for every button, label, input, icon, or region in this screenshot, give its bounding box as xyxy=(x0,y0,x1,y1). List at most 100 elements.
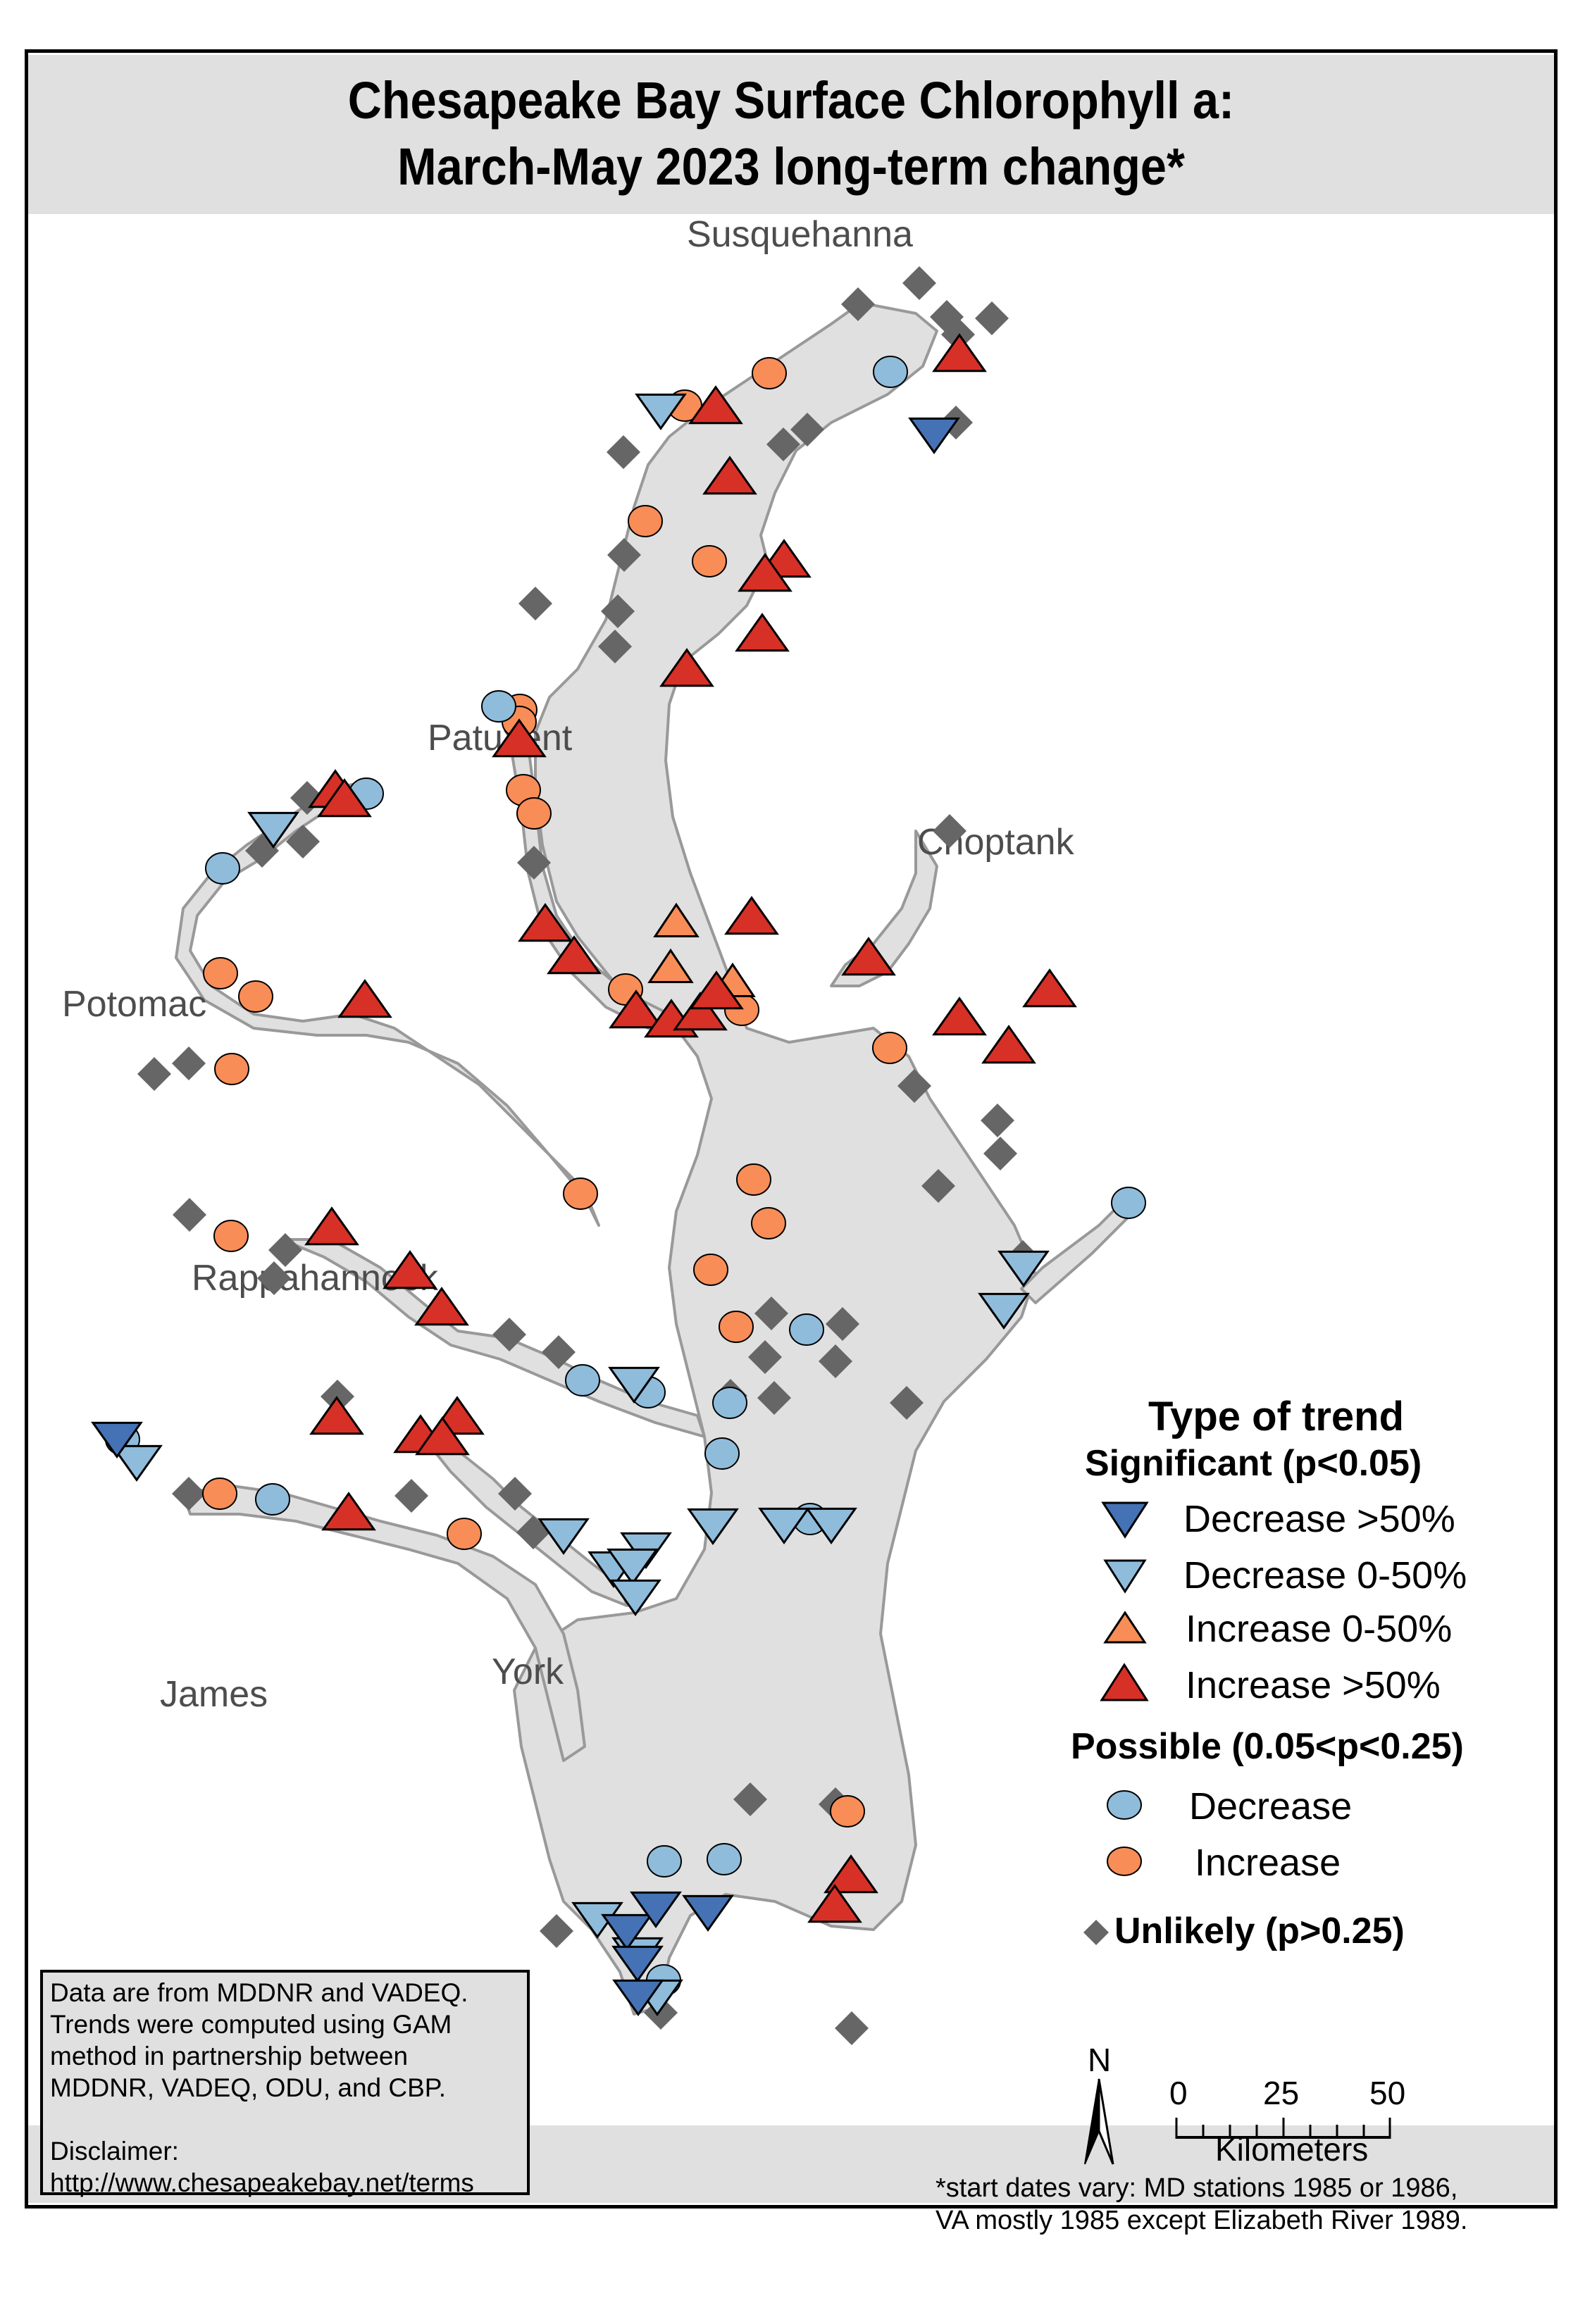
station-increase-0-50-triangle xyxy=(647,948,694,983)
bay-mainstem xyxy=(513,301,1037,2016)
station-decrease-gt50-triangle xyxy=(908,417,960,454)
station-possible-increase-circle xyxy=(692,545,727,577)
legend-increase-0-50-icon xyxy=(1103,1611,1147,1644)
station-possible-increase-circle xyxy=(214,1053,249,1085)
station-unlikely-diamond xyxy=(890,1386,924,1420)
disclaimer-link[interactable]: http://www.chesapeakebay.net/terms xyxy=(50,2168,474,2197)
legend-possible-decrease-label: Decrease xyxy=(1189,1785,1353,1828)
station-unlikely-diamond xyxy=(757,1381,791,1415)
station-possible-increase-circle xyxy=(736,1163,771,1196)
station-decrease-gt50-triangle xyxy=(601,1913,653,1951)
station-possible-increase-circle xyxy=(751,1207,786,1239)
station-increase-gt50-triangle xyxy=(547,935,602,975)
station-increase-0-50-triangle xyxy=(653,902,700,937)
station-unlikely-diamond xyxy=(981,1104,1014,1137)
scale-bar-graphic xyxy=(1175,2118,1391,2139)
title-band xyxy=(28,55,1554,214)
station-increase-gt50-triangle xyxy=(841,937,896,976)
legend-increase-0-50-label: Increase 0-50% xyxy=(1186,1608,1453,1650)
station-possible-decrease-circle xyxy=(707,1843,742,1875)
station-increase-gt50-triangle xyxy=(932,997,987,1036)
station-decrease-gt50-triangle xyxy=(611,1945,664,1982)
station-increase-gt50-triangle xyxy=(724,896,779,935)
info-spacer xyxy=(50,2104,520,2135)
station-unlikely-diamond xyxy=(394,1479,428,1513)
title-line-2: March-May 2023 long-term change* xyxy=(397,137,1185,196)
station-decrease-0-50-triangle xyxy=(609,1579,661,1616)
station-possible-increase-circle xyxy=(516,797,552,830)
station-decrease-gt50-triangle xyxy=(91,1421,143,1458)
legend-decrease-0-50-label: Decrease 0-50% xyxy=(1183,1554,1467,1597)
north-arrow: N xyxy=(1078,2042,1120,2171)
label-potomac: Potomac xyxy=(62,984,206,1025)
legend-increase-gt50-label: Increase >50% xyxy=(1186,1664,1441,1706)
scale-unit: Kilometers xyxy=(1215,2131,1369,2168)
station-unlikely-diamond xyxy=(826,1307,859,1341)
station-unlikely-diamond xyxy=(268,1233,302,1267)
data-source-box: Data are from MDDNR and VADEQ. Trends we… xyxy=(40,1970,530,2197)
station-possible-increase-circle xyxy=(238,980,273,1013)
station-increase-gt50-triangle xyxy=(317,778,372,818)
station-increase-gt50-triangle xyxy=(738,553,792,592)
station-unlikely-diamond xyxy=(902,266,936,300)
north-arrow-icon xyxy=(1084,2078,1114,2165)
station-possible-decrease-circle xyxy=(205,852,240,885)
info-line-5: Disclaimer: xyxy=(50,2137,179,2166)
station-increase-gt50-triangle xyxy=(823,1854,878,1894)
station-possible-increase-circle xyxy=(752,357,787,389)
station-possible-increase-circle xyxy=(719,1311,754,1343)
station-possible-increase-circle xyxy=(830,1795,865,1828)
station-unlikely-diamond xyxy=(492,1318,526,1351)
station-unlikely-diamond xyxy=(517,846,551,880)
station-unlikely-diamond xyxy=(607,538,641,572)
station-increase-gt50-triangle xyxy=(609,989,664,1029)
label-james: James xyxy=(160,1674,268,1715)
legend-decrease-gt50-icon xyxy=(1101,1501,1149,1539)
legend-possible-increase-label: Increase xyxy=(1195,1842,1341,1884)
station-possible-increase-circle xyxy=(693,1254,728,1286)
station-unlikely-diamond xyxy=(321,1380,354,1413)
station-increase-gt50-triangle xyxy=(981,1025,1036,1064)
station-possible-decrease-circle xyxy=(1111,1187,1146,1219)
station-decrease-0-50-triangle xyxy=(687,1508,739,1545)
station-decrease-0-50-triangle xyxy=(805,1507,857,1544)
scale-bar: 0 25 50 Kilometers xyxy=(1169,2074,1508,2168)
station-increase-gt50-triangle xyxy=(702,456,757,495)
station-increase-gt50-triangle xyxy=(415,1416,470,1456)
legend-significant-header: Significant (p<0.05) xyxy=(1085,1443,1422,1484)
station-unlikely-diamond xyxy=(983,1137,1017,1170)
station-increase-gt50-triangle xyxy=(689,970,744,1010)
station-increase-gt50-triangle xyxy=(932,333,987,373)
info-line-4: MDDNR, VADEQ, ODU, and CBP. xyxy=(50,2073,446,2102)
title-line-1: Chesapeake Bay Surface Chlorophyll a: xyxy=(347,71,1235,130)
station-unlikely-diamond xyxy=(172,1047,206,1080)
station-decrease-0-50-triangle xyxy=(537,1518,590,1555)
station-possible-decrease-circle xyxy=(647,1845,682,1878)
station-possible-increase-circle xyxy=(563,1177,598,1210)
station-increase-gt50-triangle xyxy=(688,385,743,425)
station-decrease-0-50-triangle xyxy=(758,1507,810,1544)
station-unlikely-diamond xyxy=(766,427,800,461)
footnote: *start dates vary: MD stations 1985 or 1… xyxy=(936,2172,1555,2237)
station-unlikely-diamond xyxy=(841,287,875,321)
station-unlikely-diamond xyxy=(173,1198,206,1232)
station-increase-gt50-triangle xyxy=(337,979,392,1018)
station-unlikely-diamond xyxy=(542,1335,576,1369)
label-york: York xyxy=(492,1651,564,1692)
station-unlikely-diamond xyxy=(921,1169,955,1203)
station-decrease-0-50-triangle xyxy=(635,393,687,430)
station-possible-increase-circle xyxy=(628,505,663,537)
station-possible-decrease-circle xyxy=(873,356,908,388)
station-possible-increase-circle xyxy=(213,1220,249,1252)
legend-possible-decrease-icon xyxy=(1107,1790,1142,1820)
station-unlikely-diamond xyxy=(754,1297,788,1330)
station-possible-increase-circle xyxy=(202,1478,237,1510)
station-unlikely-diamond xyxy=(137,1057,171,1091)
legend-possible-increase-icon xyxy=(1107,1847,1142,1876)
station-possible-decrease-circle xyxy=(704,1437,740,1470)
station-unlikely-diamond xyxy=(897,1069,931,1103)
station-unlikely-diamond xyxy=(975,301,1009,335)
station-unlikely-diamond xyxy=(835,2011,869,2045)
river-labels: Susquehanna Patuxent Choptank Potomac Ra… xyxy=(62,214,1075,1715)
